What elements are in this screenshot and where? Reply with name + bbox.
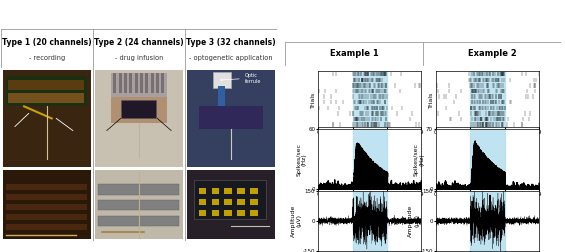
Y-axis label: Trials: Trials [311,91,316,108]
Bar [8,80,84,90]
Bar [237,188,245,194]
Bar [187,70,275,167]
Bar [111,73,167,98]
Text: Representative Multi-unit activities in the
visual cortex (CaMKIIα::ChR2): Representative Multi-unit activities in … [316,11,531,30]
Text: Type 3 (32 channels): Type 3 (32 channels) [186,38,276,47]
Bar [199,199,206,205]
Text: - optogenetic application: - optogenetic application [189,55,273,61]
Bar [129,73,132,93]
Text: Optic
ferrule: Optic ferrule [221,73,261,83]
Bar [199,106,263,129]
Bar [212,210,219,215]
Text: Example 1: Example 1 [330,49,379,58]
Bar [150,73,154,93]
Bar [212,72,231,88]
Bar [6,184,86,190]
Bar [250,210,258,215]
Bar [3,170,91,239]
Bar [199,210,206,215]
Text: Type 1 (20 channels): Type 1 (20 channels) [2,38,92,47]
Bar [224,199,232,205]
Bar [145,73,149,93]
Bar [237,210,245,215]
Bar [218,86,225,108]
Y-axis label: Spikes/sec
(Hz): Spikes/sec (Hz) [414,143,425,176]
Bar [120,100,155,118]
Bar [111,97,167,123]
Y-axis label: Spikes/sec
(Hz): Spikes/sec (Hz) [296,143,307,176]
Bar [6,214,86,220]
Bar [470,191,505,251]
Bar [212,188,219,194]
Text: Example 2: Example 2 [468,49,516,58]
Bar [194,180,266,219]
Bar [8,93,84,103]
Bar [98,184,179,195]
Bar [6,224,86,230]
Bar [134,73,138,93]
Bar [353,71,387,127]
Bar [224,210,232,215]
Bar [250,188,258,194]
Bar [6,194,86,200]
Y-axis label: Amplitude
(μV): Amplitude (μV) [290,205,302,237]
Bar [98,200,179,210]
Bar [140,73,143,93]
Y-axis label: Amplitude
(μV): Amplitude (μV) [408,205,419,237]
Bar [250,199,258,205]
Bar [237,199,245,205]
Bar [470,129,505,189]
Bar [95,170,183,239]
Text: - recording: - recording [29,55,65,61]
Bar [212,199,219,205]
Text: Type 2 (24 channels): Type 2 (24 channels) [94,38,184,47]
Bar [161,73,164,93]
Bar [98,215,179,226]
Bar [119,73,122,93]
Bar [199,188,206,194]
Bar [224,188,232,194]
Bar [353,129,387,189]
Bar [6,204,86,210]
Text: Images of silicon probes from KIST (Cho Lab): Images of silicon probes from KIST (Cho … [6,10,272,19]
Text: - drug infusion: - drug infusion [115,55,163,61]
Bar [353,191,387,251]
Bar [3,70,91,167]
Bar [124,73,127,93]
Bar [187,170,275,239]
Bar [113,73,116,93]
Y-axis label: Trials: Trials [429,91,434,108]
Bar [470,71,505,127]
Bar [156,73,159,93]
Bar [6,76,86,106]
Bar [95,70,183,167]
